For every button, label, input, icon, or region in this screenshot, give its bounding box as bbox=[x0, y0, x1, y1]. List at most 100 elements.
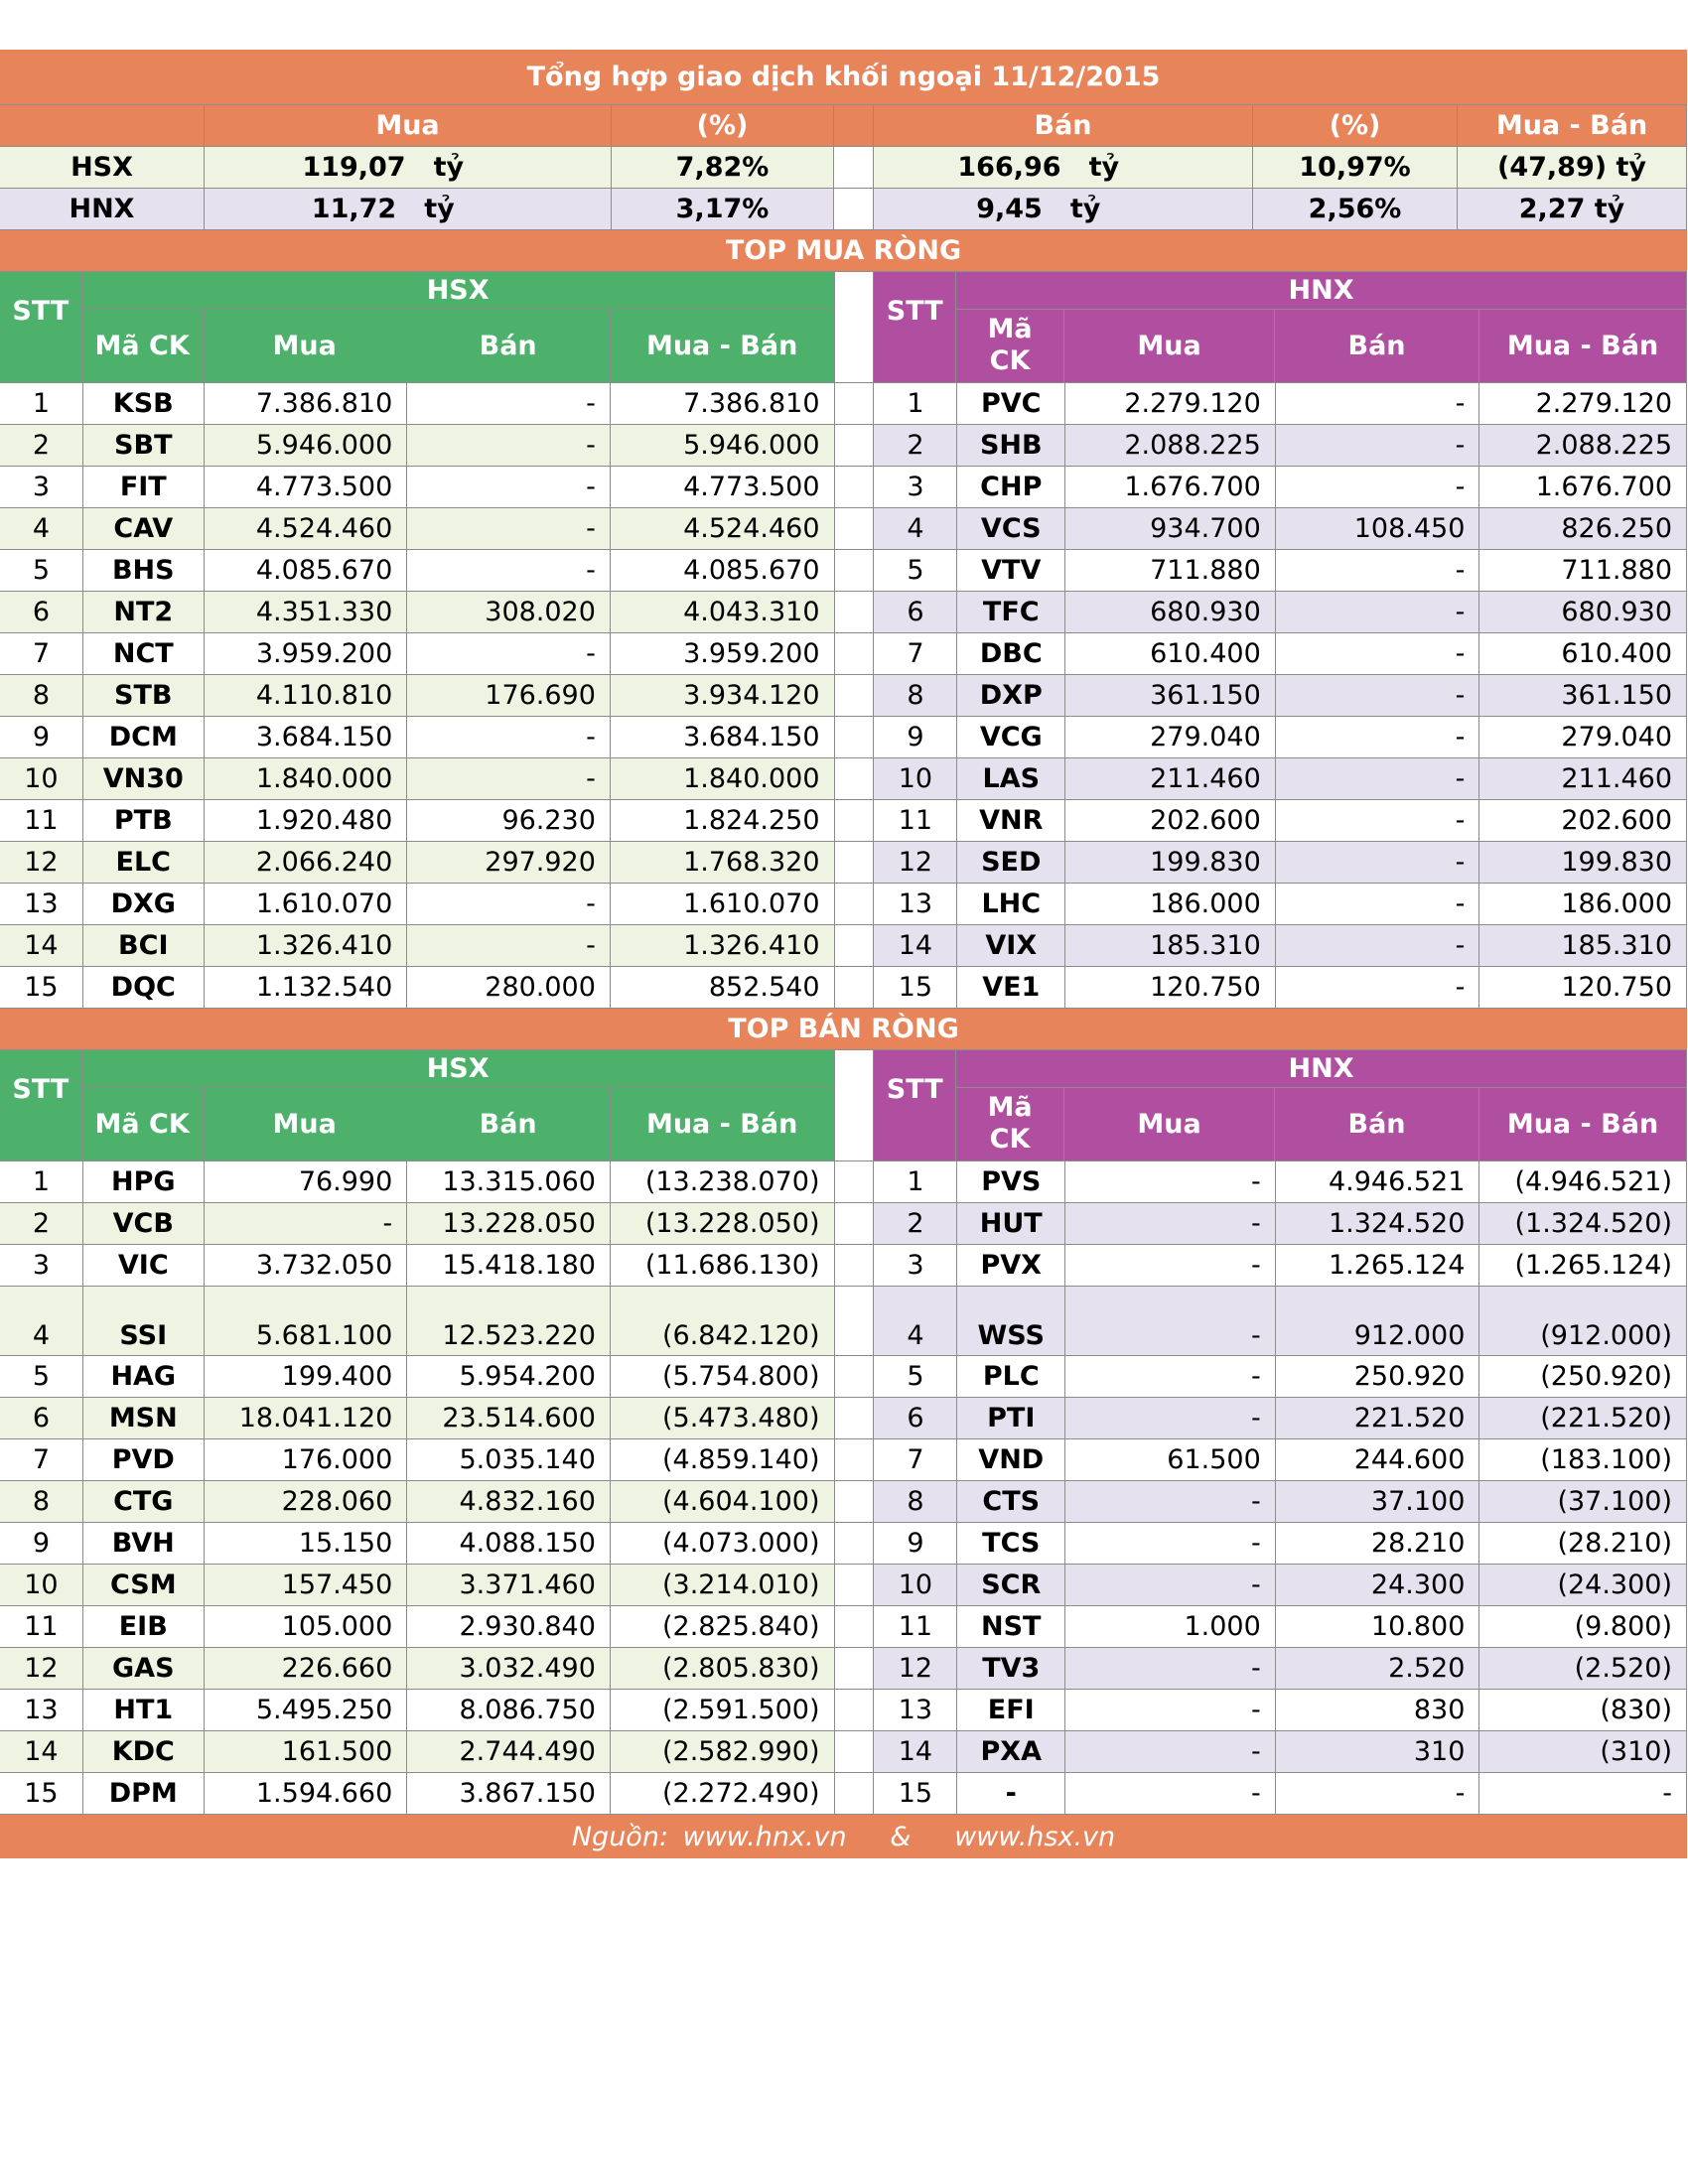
cell-mua: - bbox=[204, 1203, 408, 1244]
header-diff: Mua - Bán bbox=[610, 309, 835, 382]
table-row: 9 DCM 3.684.150-3.684.150 9 VCG 279.040-279.0… bbox=[0, 717, 1687, 758]
cell-diff: 711.880 bbox=[1479, 550, 1687, 591]
column-gap bbox=[834, 1245, 875, 1286]
column-gap bbox=[834, 800, 875, 841]
header-ban: Bán bbox=[406, 1087, 611, 1160]
cell-mua: 157.450 bbox=[204, 1565, 408, 1605]
cell-stt: 12 bbox=[0, 1648, 83, 1689]
cell-ban: 108.450 bbox=[1275, 508, 1480, 549]
cell-diff: 1.768.320 bbox=[610, 842, 835, 883]
cell-diff: 5.946.000 bbox=[610, 425, 835, 466]
table-row: 13 HT1 5.495.250 8.086.750 (2.591.500) 13 EFI -… bbox=[0, 1690, 1687, 1731]
cell-mua: 1.594.660 bbox=[205, 1773, 408, 1814]
column-gap bbox=[834, 1690, 875, 1730]
cell-ban: 23.514.600 bbox=[407, 1398, 611, 1438]
table-row: 5 HAG 199.400 5.954.200 (5.754.800) 5 PLC -250.… bbox=[0, 1356, 1687, 1398]
cell-diff: 1.326.410 bbox=[610, 925, 835, 966]
cell-diff: 7.386.810 bbox=[611, 383, 835, 424]
title-text: Tổng hợp giao dịch khối ngoại 11/12/2015 bbox=[526, 62, 1161, 92]
source-footer: Nguồn: www.hnx.vn & www.hsx.vn bbox=[0, 1815, 1687, 1858]
cell-mua: 934.700 bbox=[1065, 508, 1276, 549]
cell-mua: - bbox=[1065, 1481, 1276, 1522]
cell-ban: 5.035.140 bbox=[407, 1439, 611, 1480]
cell-stt: 6 bbox=[874, 592, 958, 632]
hnx-header-group: HNX Mã CK Mua Bán Mua - Bán bbox=[956, 1050, 1688, 1160]
cell-ban: - bbox=[1276, 633, 1480, 674]
table-row: 1 HPG 76.990 13.315.060 (13.238.070) 1 PVS -4.9… bbox=[0, 1161, 1687, 1203]
header-mua: Mua bbox=[203, 1087, 407, 1160]
cell-diff: (9.800) bbox=[1479, 1606, 1687, 1647]
cell-code: WSS bbox=[957, 1287, 1066, 1355]
cell-diff: (3.214.010) bbox=[610, 1565, 835, 1605]
cell-mua: 4.524.460 bbox=[204, 508, 408, 549]
cell-ban: 2.520 bbox=[1275, 1648, 1480, 1689]
source-link-hsx[interactable]: www.hsx.vn bbox=[954, 1821, 1116, 1852]
cell-code: NT2 bbox=[82, 592, 205, 632]
column-gap bbox=[834, 1731, 875, 1772]
cell-mua: 1.920.480 bbox=[205, 800, 408, 841]
summary-label: HNX bbox=[0, 189, 205, 229]
summary-pct1: 3,17% bbox=[612, 189, 834, 229]
column-gap bbox=[834, 1050, 875, 1160]
cell-code: LAS bbox=[957, 758, 1066, 799]
cell-code: KDC bbox=[82, 1731, 205, 1772]
cell-ban: 830 bbox=[1276, 1690, 1480, 1730]
header-ban: Bán bbox=[1275, 309, 1480, 382]
cell-code: - bbox=[957, 1773, 1066, 1814]
cell-mua: 211.460 bbox=[1065, 758, 1276, 799]
cell-mua: 186.000 bbox=[1065, 884, 1276, 924]
cell-code: VCG bbox=[957, 717, 1066, 757]
cell-mua: 4.773.500 bbox=[205, 467, 408, 507]
cell-diff: 199.830 bbox=[1479, 842, 1687, 883]
cell-ban: 37.100 bbox=[1275, 1481, 1480, 1522]
cell-code: BHS bbox=[83, 550, 205, 591]
cell-stt: 10 bbox=[874, 1565, 958, 1605]
cell-diff: 4.085.670 bbox=[611, 550, 835, 591]
sheet-title: Tổng hợp giao dịch khối ngoại 11/12/2015 bbox=[0, 50, 1687, 105]
top-buy-title: TOP MUA RÒNG bbox=[0, 230, 1687, 272]
cell-diff: 1.610.070 bbox=[611, 884, 835, 924]
header-stt: STT bbox=[0, 272, 82, 382]
column-gap bbox=[834, 550, 875, 591]
cell-code: VE1 bbox=[957, 967, 1066, 1008]
cell-ban: 10.800 bbox=[1276, 1606, 1480, 1647]
header-stt: STT bbox=[874, 272, 957, 382]
cell-diff: 279.040 bbox=[1479, 717, 1687, 757]
header-diff: Mua - Bán bbox=[1479, 1087, 1688, 1160]
cell-ban: 4.946.521 bbox=[1276, 1161, 1480, 1202]
cell-ban: 308.020 bbox=[407, 592, 611, 632]
cell-ban: - bbox=[407, 884, 611, 924]
column-gap bbox=[834, 1356, 875, 1397]
cell-ban: - bbox=[1276, 717, 1480, 757]
cell-mua: 3.732.050 bbox=[205, 1245, 408, 1286]
hsx-header-group: HSX Mã CK Mua Bán Mua - Bán bbox=[81, 272, 835, 382]
hnx-label: HNX bbox=[956, 1050, 1688, 1088]
cell-stt: 14 bbox=[0, 925, 83, 966]
cell-mua: - bbox=[1065, 1398, 1276, 1438]
hsx-label: HSX bbox=[81, 1050, 835, 1088]
cell-diff: (1.265.124) bbox=[1479, 1245, 1687, 1286]
column-gap bbox=[834, 592, 875, 632]
column-gap bbox=[834, 272, 875, 382]
cell-mua: 76.990 bbox=[205, 1161, 408, 1202]
cell-diff: 852.540 bbox=[611, 967, 835, 1008]
cell-ban: 912.000 bbox=[1275, 1287, 1480, 1355]
cell-ban: 24.300 bbox=[1275, 1565, 1480, 1605]
cell-diff: (13.228.050) bbox=[610, 1203, 835, 1244]
top_sell-column-header: STT HSX Mã CK Mua Bán Mua - Bán STT HNX Mã CK Mua… bbox=[0, 1050, 1688, 1161]
cell-ban: 3.867.150 bbox=[407, 1773, 611, 1814]
source-link-hnx[interactable]: www.hnx.vn bbox=[682, 1821, 847, 1852]
cell-code: EIB bbox=[83, 1606, 205, 1647]
cell-ban: - bbox=[407, 550, 611, 591]
cell-stt: 7 bbox=[874, 633, 958, 674]
cell-mua: 18.041.120 bbox=[204, 1398, 408, 1438]
cell-diff: (2.520) bbox=[1479, 1648, 1687, 1689]
cell-mua: 1.326.410 bbox=[204, 925, 408, 966]
table-row: 1 KSB 7.386.810-7.386.810 1 PVC 2.279.120-2.2… bbox=[0, 383, 1687, 425]
cell-ban: - bbox=[407, 925, 611, 966]
cell-stt: 3 bbox=[0, 467, 83, 507]
table-row: 3 VIC 3.732.050 15.418.180 (11.686.130) 3 PVX -… bbox=[0, 1245, 1687, 1287]
summary-header-pct1: (%) bbox=[612, 105, 834, 146]
cell-code: VCB bbox=[82, 1203, 205, 1244]
cell-code: DQC bbox=[83, 967, 205, 1008]
